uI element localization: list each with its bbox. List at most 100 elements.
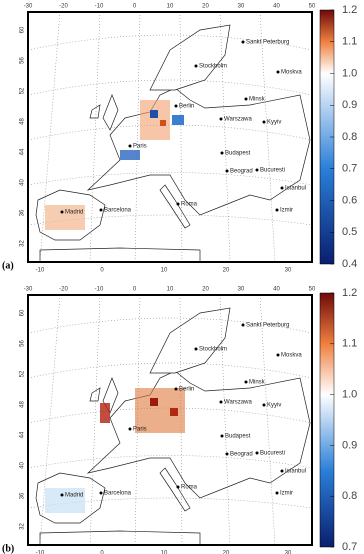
lat-tick-label: 36 bbox=[20, 492, 26, 499]
city-label: Budapest bbox=[225, 434, 251, 440]
city-dot bbox=[194, 347, 198, 351]
colorbar-tick-label: 1.1 bbox=[342, 36, 357, 48]
city-label: Kyyiv bbox=[267, 120, 281, 126]
top-tick-label: 10 bbox=[167, 4, 174, 10]
lat-tick-label: 56 bbox=[20, 57, 26, 64]
top-tick-label: 30 bbox=[238, 4, 245, 10]
colorbar bbox=[319, 292, 335, 548]
city-label: Paris bbox=[133, 427, 147, 433]
city-dot bbox=[262, 403, 266, 407]
city-label: Bucuresti bbox=[260, 168, 285, 174]
lat-tick-label: 52 bbox=[20, 87, 26, 94]
city-dot bbox=[174, 387, 178, 391]
city-dot bbox=[60, 493, 64, 497]
lat-tick-label: 60 bbox=[20, 26, 26, 33]
top-tick-label: 20 bbox=[202, 4, 209, 10]
city-label: Moskva bbox=[281, 353, 302, 359]
bottom-tick-label: 30 bbox=[285, 551, 292, 554]
city-dot bbox=[176, 485, 180, 489]
colorbar-tick-label: 1.2 bbox=[342, 4, 357, 16]
city-label: Roma bbox=[181, 202, 198, 208]
map-frame bbox=[27, 11, 313, 263]
lat-tick-label: 56 bbox=[20, 340, 26, 347]
city-label: Izmir bbox=[280, 208, 293, 214]
city-label: Beograd bbox=[230, 452, 253, 458]
city-dot bbox=[220, 434, 224, 438]
panel-label: (b) bbox=[2, 543, 14, 554]
top-tick-label: -30 bbox=[24, 287, 33, 293]
city-label: Bucuresti bbox=[260, 451, 285, 457]
city-label: Beograd bbox=[230, 169, 253, 175]
city-dot bbox=[219, 117, 223, 121]
city-dot bbox=[276, 70, 280, 74]
city-dot bbox=[99, 491, 103, 495]
city-dot bbox=[241, 40, 245, 44]
colorbar-tick-label: 1.0 bbox=[342, 389, 357, 401]
colorbar-tick-label: 0.5 bbox=[342, 226, 357, 238]
city-label: Stockholm bbox=[199, 64, 227, 70]
top-tick-label: -20 bbox=[59, 4, 68, 10]
city-dot bbox=[99, 208, 103, 212]
city-dot bbox=[194, 64, 198, 68]
colorbar-tick-label: 0.4 bbox=[342, 258, 357, 270]
city-dot bbox=[280, 186, 284, 190]
city-dot bbox=[276, 353, 280, 357]
city-label: Stockholm bbox=[199, 347, 227, 353]
colorbar-tick-label: 1.2 bbox=[342, 287, 357, 299]
city-dot bbox=[220, 151, 224, 155]
city-dot bbox=[225, 169, 229, 173]
bottom-tick-label: 10 bbox=[161, 268, 168, 274]
lat-tick-label: 36 bbox=[20, 209, 26, 216]
city-label: Berlin bbox=[179, 387, 194, 393]
lat-tick-label: 44 bbox=[20, 431, 26, 438]
city-label: Budapest bbox=[225, 151, 251, 157]
city-dot bbox=[219, 400, 223, 404]
top-tick-label: 0 bbox=[133, 287, 137, 293]
top-tick-label: 40 bbox=[273, 287, 280, 293]
bottom-tick-label: -10 bbox=[36, 268, 45, 274]
city-dot bbox=[174, 104, 178, 108]
colorbar-tick-label: 0.8 bbox=[342, 131, 357, 143]
city-label: Sankt Peterburg bbox=[246, 40, 289, 46]
city-label: Minsk bbox=[249, 97, 266, 103]
top-tick-label: -30 bbox=[24, 4, 33, 10]
city-label: Izmir bbox=[280, 491, 293, 497]
top-tick-label: 0 bbox=[133, 4, 137, 10]
top-tick-label: -20 bbox=[59, 287, 68, 293]
city-dot bbox=[280, 469, 284, 473]
city-dot bbox=[275, 208, 279, 212]
city-dot bbox=[128, 144, 132, 148]
city-dot bbox=[275, 491, 279, 495]
top-tick-label: 10 bbox=[167, 287, 174, 293]
city-label: Madrid bbox=[65, 493, 83, 499]
lat-tick-label: 60 bbox=[20, 309, 26, 316]
lat-tick-label: 44 bbox=[20, 148, 26, 155]
map-frame bbox=[27, 294, 313, 546]
city-label: Warszawa bbox=[224, 400, 252, 406]
city-label: Barcelona bbox=[104, 491, 132, 497]
city-dot bbox=[241, 323, 245, 327]
colorbar-tick-label: 0.6 bbox=[342, 194, 357, 206]
colorbar-tick-label: 1.0 bbox=[342, 67, 357, 79]
city-dot bbox=[128, 427, 132, 431]
city-dot bbox=[244, 380, 248, 384]
lat-tick-label: 40 bbox=[20, 179, 26, 186]
city-label: Minsk bbox=[249, 380, 266, 386]
city-label: Sankt Peterburg bbox=[246, 323, 289, 329]
bottom-tick-label: 20 bbox=[223, 268, 230, 274]
map-panel: Sankt Peterburg Stockholm Moskva Minsk Berli… bbox=[2, 287, 357, 554]
bottom-tick-label: 20 bbox=[223, 551, 230, 554]
city-label: Madrid bbox=[65, 210, 83, 216]
bottom-tick-label: 0 bbox=[100, 268, 104, 274]
city-label: Moskva bbox=[281, 70, 302, 76]
colorbar-tick-label: 0.7 bbox=[342, 541, 357, 553]
bottom-tick-label: 10 bbox=[161, 551, 168, 554]
city-label: Kyyiv bbox=[267, 403, 281, 409]
lat-tick-label: 48 bbox=[20, 401, 26, 408]
city-label: Berlin bbox=[179, 104, 194, 110]
city-label: Paris bbox=[133, 144, 147, 150]
top-tick-label: 30 bbox=[238, 287, 245, 293]
map-panel: Sankt Peterburg Stockholm Moskva Minsk Berli… bbox=[2, 4, 357, 274]
bottom-tick-label: 30 bbox=[285, 268, 292, 274]
